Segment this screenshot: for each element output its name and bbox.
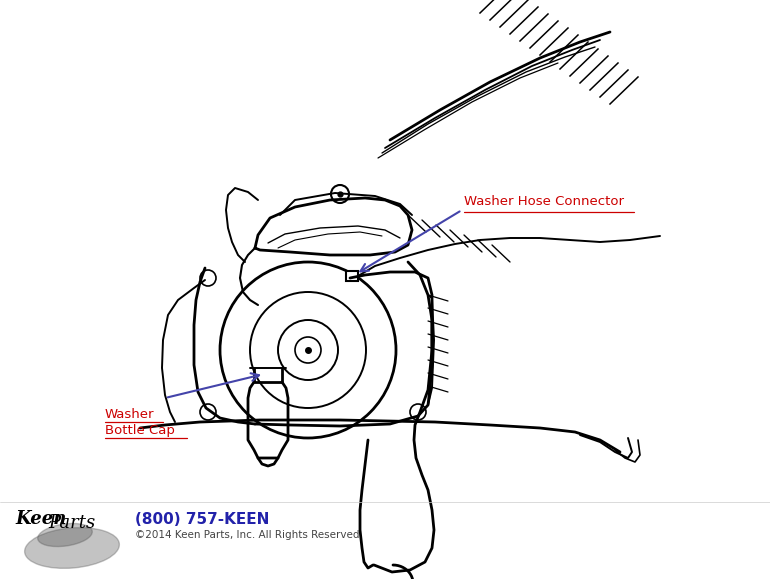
Text: Washer Hose Connector: Washer Hose Connector	[464, 195, 624, 208]
Text: ©2014 Keen Parts, Inc. All Rights Reserved: ©2014 Keen Parts, Inc. All Rights Reserv…	[135, 530, 360, 540]
Bar	[346, 271, 358, 281]
Text: Bottle Cap: Bottle Cap	[105, 424, 175, 437]
Ellipse shape	[38, 523, 92, 547]
Ellipse shape	[25, 527, 119, 569]
Text: Parts: Parts	[48, 514, 95, 532]
Text: Washer: Washer	[105, 408, 155, 421]
Text: Keen: Keen	[15, 510, 66, 528]
Text: (800) 757-KEEN: (800) 757-KEEN	[135, 512, 270, 527]
